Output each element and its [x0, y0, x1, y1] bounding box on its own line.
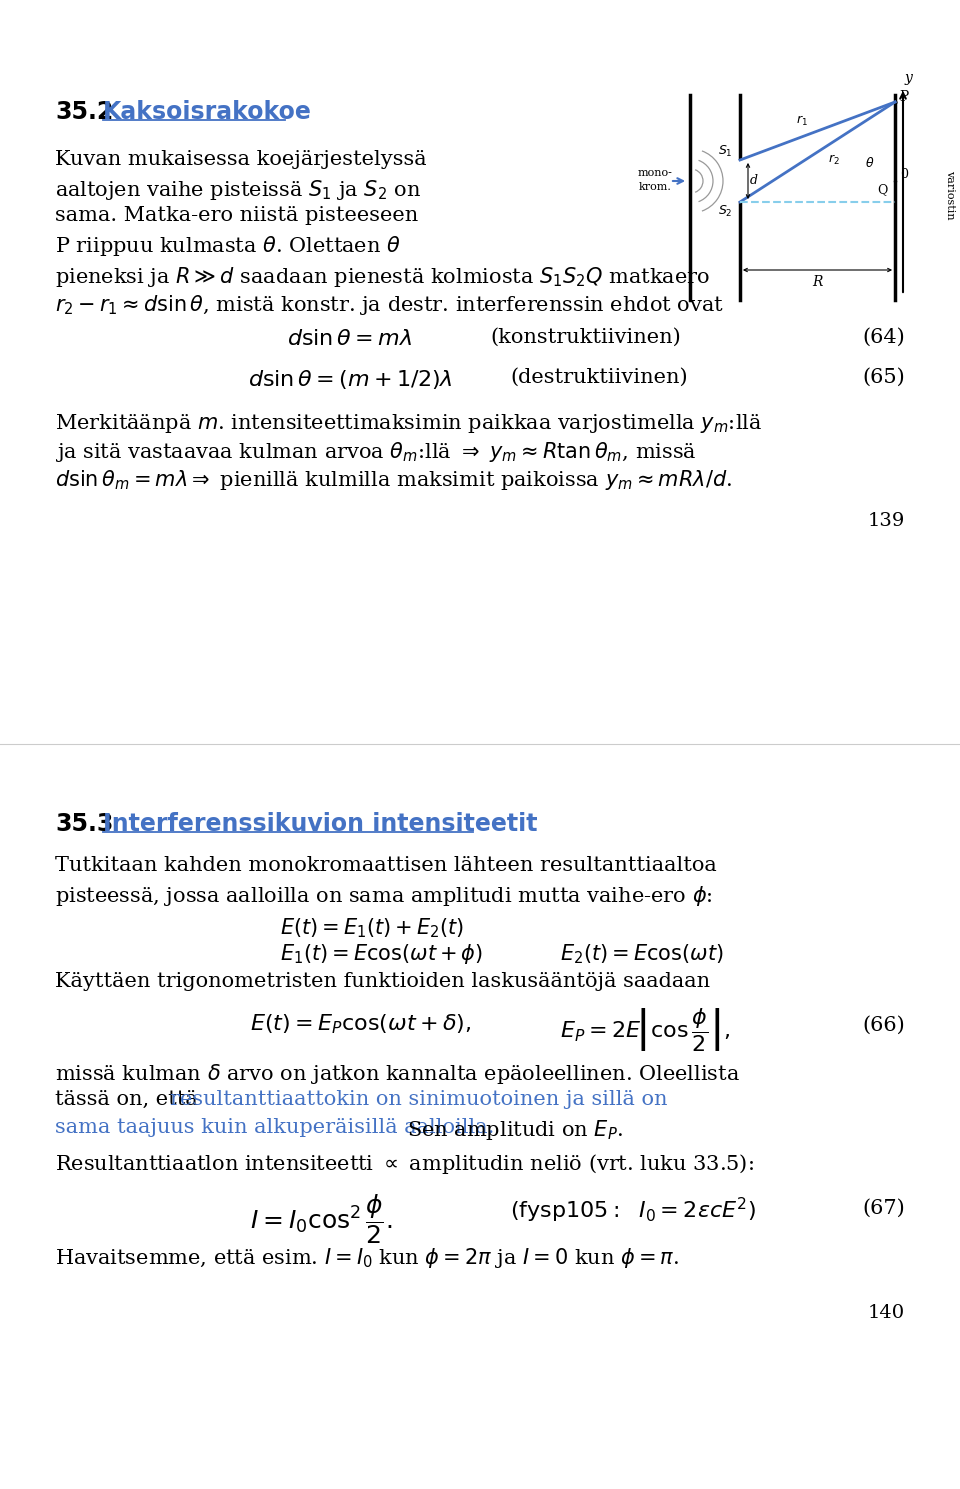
Text: 35.2: 35.2 — [55, 100, 113, 124]
Text: $r_1$: $r_1$ — [796, 115, 807, 128]
Text: P riippuu kulmasta $\theta$. Olettaen $\theta$: P riippuu kulmasta $\theta$. Olettaen $\… — [55, 234, 400, 258]
Text: Q: Q — [877, 183, 887, 197]
Text: $r_2 - r_1 \approx d\sin\theta$, mistä konstr. ja destr. interferenssin ehdot ov: $r_2 - r_1 \approx d\sin\theta$, mistä k… — [55, 293, 724, 317]
Text: aaltojen vaihe pisteissä $S_1$ ja $S_2$ on: aaltojen vaihe pisteissä $S_1$ ja $S_2$ … — [55, 179, 421, 203]
Text: (konstruktiivinen): (konstruktiivinen) — [490, 328, 681, 347]
Text: $d\sin\theta = m\lambda$: $d\sin\theta = m\lambda$ — [287, 328, 413, 350]
Text: Interferenssikuvion intensiteetit: Interferenssikuvion intensiteetit — [103, 812, 538, 835]
Text: $r_2$: $r_2$ — [828, 153, 839, 167]
Text: (destruktiivinen): (destruktiivinen) — [510, 368, 687, 387]
Text: $E_1(t) = E\cos(\omega t + \phi)$: $E_1(t) = E\cos(\omega t + \phi)$ — [280, 943, 483, 966]
Text: (64): (64) — [862, 328, 905, 347]
Text: (67): (67) — [862, 1199, 905, 1218]
Text: (66): (66) — [862, 1015, 905, 1035]
Text: $S_1$: $S_1$ — [718, 144, 732, 159]
Text: $E_2(t) = E\cos(\omega t)$: $E_2(t) = E\cos(\omega t)$ — [560, 943, 724, 965]
Text: Käyttäen trigonometristen funktioiden laskusääntöjä saadaan: Käyttäen trigonometristen funktioiden la… — [55, 972, 710, 992]
Text: y: y — [905, 71, 913, 85]
Text: pieneksi ja $R \gg d$ saadaan pienestä kolmiosta $S_1S_2Q$ matkaero: pieneksi ja $R \gg d$ saadaan pienestä k… — [55, 265, 710, 289]
Text: $(\mathrm{fysp105}{:}\ \ I_0 = 2\epsilon c E^2)$: $(\mathrm{fysp105}{:}\ \ I_0 = 2\epsilon… — [510, 1196, 756, 1225]
Text: $E(t) = E_1(t) + E_2(t)$: $E(t) = E_1(t) + E_2(t)$ — [280, 916, 465, 940]
Text: tässä on, että: tässä on, että — [55, 1090, 204, 1109]
Text: P: P — [899, 89, 908, 104]
Text: Tutkitaan kahden monokromaattisen lähteen resultanttiaaltoa: Tutkitaan kahden monokromaattisen lähtee… — [55, 856, 717, 876]
Text: Kuvan mukaisessa koejärjestelyssä: Kuvan mukaisessa koejärjestelyssä — [55, 150, 426, 168]
Text: variostin: variostin — [945, 170, 955, 220]
Text: resultanttiaattokin on sinimuotoinen ja sillä on: resultanttiaattokin on sinimuotoinen ja … — [170, 1090, 667, 1109]
Text: Sen amplitudi on $E_P$.: Sen amplitudi on $E_P$. — [407, 1118, 623, 1142]
Text: Havaitsemme, että esim. $I=I_0$ kun $\phi=2\pi$ ja $I=0$ kun $\phi=\pi$.: Havaitsemme, että esim. $I=I_0$ kun $\ph… — [55, 1246, 679, 1270]
Text: pisteessä, jossa aalloilla on sama amplitudi mutta vaihe-ero $\phi$:: pisteessä, jossa aalloilla on sama ampli… — [55, 884, 712, 908]
Text: $\theta$: $\theta$ — [865, 156, 875, 170]
Text: ja sitä vastaavaa kulman arvoa $\theta_m$:llä $\Rightarrow$ $y_m \approx R\tan\t: ja sitä vastaavaa kulman arvoa $\theta_m… — [55, 441, 697, 465]
Text: $d\sin\theta = (m + 1/2)\lambda$: $d\sin\theta = (m + 1/2)\lambda$ — [248, 368, 452, 392]
Text: 35.3: 35.3 — [55, 812, 113, 835]
Text: d: d — [750, 174, 758, 188]
Text: Kaksoisrakokoe: Kaksoisrakokoe — [103, 100, 312, 124]
Text: $I = I_0\cos^2\dfrac{\phi}{2}.$: $I = I_0\cos^2\dfrac{\phi}{2}.$ — [250, 1193, 393, 1246]
Text: R: R — [812, 275, 823, 289]
Text: mono-: mono- — [637, 168, 672, 179]
Text: $E(t) = E_P\cos(\omega t + \delta),$: $E(t) = E_P\cos(\omega t + \delta),$ — [250, 1013, 471, 1036]
Text: sama. Matka-ero niistä pisteeseen: sama. Matka-ero niistä pisteeseen — [55, 205, 419, 225]
Text: 140: 140 — [868, 1304, 905, 1322]
Text: $S_2$: $S_2$ — [718, 204, 732, 219]
Text: krom.: krom. — [638, 182, 671, 192]
Text: sama taajuus kuin alkuperäisillä aalloilla.: sama taajuus kuin alkuperäisillä aalloil… — [55, 1118, 494, 1138]
Text: $d\sin\theta_m = m\lambda \Rightarrow$ pienillä kulmilla maksimit paikoissa $y_m: $d\sin\theta_m = m\lambda \Rightarrow$ p… — [55, 468, 732, 491]
Text: 0: 0 — [900, 168, 908, 182]
Text: $E_P = 2E\!\left|\cos\dfrac{\phi}{2}\right|,$: $E_P = 2E\!\left|\cos\dfrac{\phi}{2}\rig… — [560, 1007, 731, 1053]
Text: (65): (65) — [862, 368, 905, 387]
Text: Merkitäänpä $m$. intensiteettimaksimin paikkaa varjostimella $y_m$:llä: Merkitäänpä $m$. intensiteettimaksimin p… — [55, 412, 762, 435]
Text: Resultanttiaatlon intensiteetti $\propto$ amplitudin neliö (vrt. luku 33.5):: Resultanttiaatlon intensiteetti $\propto… — [55, 1152, 754, 1176]
Text: 139: 139 — [868, 512, 905, 530]
Text: missä kulman $\delta$ arvo on jatkon kannalta epäoleellinen. Oleellista: missä kulman $\delta$ arvo on jatkon kan… — [55, 1062, 740, 1085]
